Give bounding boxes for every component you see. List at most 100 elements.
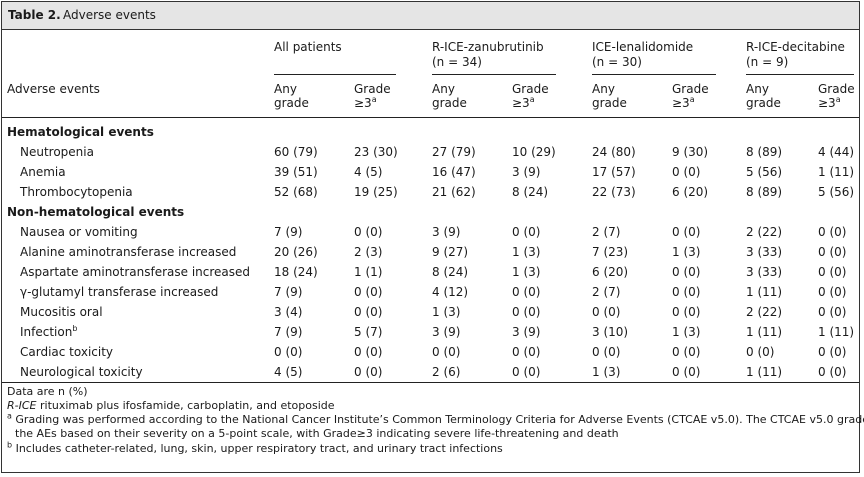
footnote-a: a Grading was performed according to the… <box>7 411 864 427</box>
table-cell: 0 (0) <box>354 225 383 239</box>
table-label: Table 2. <box>8 8 61 22</box>
event-name: Neutropenia <box>20 145 94 159</box>
grade3-footnote-mark: a <box>689 95 695 104</box>
event-name: γ-glutamyl transferase increased <box>20 285 218 299</box>
table-cell: 3 (4) <box>274 305 303 319</box>
grade3-subheader: Grade <box>818 82 855 96</box>
group-header: R-ICE-zanubrutinib <box>432 40 544 54</box>
grade3-footnote-mark: a <box>529 95 535 104</box>
footnote-b: b Includes catheter-related, lung, skin,… <box>7 441 503 456</box>
grade3-subheader-line2: ≥3a <box>512 95 535 111</box>
event-footnote-mark: b <box>72 324 78 333</box>
table-cell: 9 (30) <box>672 145 709 159</box>
table-title: Adverse events <box>63 8 156 22</box>
table-cell: 5 (56) <box>818 185 855 199</box>
table-cell: 0 (0) <box>354 365 383 379</box>
table-cell: 0 (0) <box>672 345 701 359</box>
grade3-subheader-line2: ≥3a <box>672 95 695 111</box>
table-cell: 23 (30) <box>354 145 398 159</box>
table-cell: 1 (3) <box>432 305 461 319</box>
event-name-text: Anemia <box>20 165 66 179</box>
table-cell: 3 (33) <box>746 245 783 259</box>
subheader-text: grade <box>274 96 309 110</box>
table-cell: 0 (0) <box>818 265 847 279</box>
event-name: Nausea or vomiting <box>20 225 138 239</box>
footnote-abbreviation: R-ICE rituximab plus ifosfamide, carbopl… <box>7 399 335 413</box>
event-name-text: Infection <box>20 325 73 339</box>
table-cell: 19 (25) <box>354 185 398 199</box>
group-header: R-ICE-decitabine <box>746 40 845 54</box>
group-n: (n = 9) <box>746 55 789 69</box>
any-grade-subheader-line2: grade <box>432 96 467 110</box>
table-cell: 1 (11) <box>746 325 783 339</box>
table-cell: 4 (5) <box>274 365 303 379</box>
table-cell: 1 (11) <box>818 325 855 339</box>
table-cell: 0 (0) <box>818 245 847 259</box>
grade3-subheader: Grade <box>512 82 549 96</box>
table-cell: 7 (9) <box>274 285 303 299</box>
group-header: ICE-lenalidomide <box>592 40 694 54</box>
table-cell: 0 (0) <box>672 305 701 319</box>
table-cell: 2 (22) <box>746 305 783 319</box>
table-cell: 0 (0) <box>354 345 383 359</box>
table-cell: 0 (0) <box>672 365 701 379</box>
subheader-text: ≥3 <box>672 96 690 110</box>
grade3-subheader: Grade <box>354 82 391 96</box>
table-cell: 0 (0) <box>818 365 847 379</box>
table-cell: 0 (0) <box>818 225 847 239</box>
event-name-text: Nausea or vomiting <box>20 225 138 239</box>
subheader-text: ≥3 <box>512 96 530 110</box>
subheader-text: grade <box>432 96 467 110</box>
event-name: Infectionb <box>20 324 78 340</box>
table-cell: 4 (12) <box>432 285 469 299</box>
event-name: Alanine aminotransferase increased <box>20 245 236 259</box>
table-cell: 7 (9) <box>274 225 303 239</box>
table-cell: 8 (24) <box>512 185 549 199</box>
table-cell: 21 (62) <box>432 185 476 199</box>
section-title: Non-hematological events <box>7 205 185 219</box>
table-cell: 27 (79) <box>432 145 476 159</box>
table-cell: 2 (7) <box>592 225 621 239</box>
table-cell: 0 (0) <box>512 365 541 379</box>
footnote-a-line2: the AEs based on their severity on a 5-p… <box>15 427 619 440</box>
subheader-text: grade <box>746 96 781 110</box>
table-cell: 3 (9) <box>512 325 541 339</box>
table-cell: 0 (0) <box>818 345 847 359</box>
footnote-b-text: Includes catheter-related, lung, skin, u… <box>12 442 503 455</box>
table-cell: 3 (9) <box>432 325 461 339</box>
table-cell: 5 (56) <box>746 165 783 179</box>
abbreviation-text: rituximab plus ifosfamide, carboplatin, … <box>36 399 335 412</box>
any-grade-subheader-line2: grade <box>746 96 781 110</box>
table-cell: 2 (7) <box>592 285 621 299</box>
subheader-text: grade <box>592 96 627 110</box>
event-name: Anemia <box>20 165 66 179</box>
table-cell: 0 (0) <box>592 305 621 319</box>
subheader-text: ≥3 <box>818 96 836 110</box>
table-cell: 0 (0) <box>672 165 701 179</box>
table-cell: 3 (10) <box>592 325 629 339</box>
table-cell: 0 (0) <box>818 305 847 319</box>
table-cell: 0 (0) <box>512 225 541 239</box>
event-name-text: Thrombocytopenia <box>20 185 133 199</box>
table-cell: 8 (89) <box>746 145 783 159</box>
table-cell: 0 (0) <box>672 265 701 279</box>
table-cell: 7 (23) <box>592 245 629 259</box>
table-cell: 0 (0) <box>512 285 541 299</box>
footnote-a-mark: a <box>7 411 12 421</box>
group-underline <box>592 74 716 75</box>
table-cell: 0 (0) <box>432 345 461 359</box>
table-cell: 20 (26) <box>274 245 318 259</box>
group-underline <box>432 74 556 75</box>
table-cell: 0 (0) <box>354 285 383 299</box>
table-cell: 4 (5) <box>354 165 383 179</box>
event-name-text: Aspartate aminotransferase increased <box>20 265 251 279</box>
table-cell: 60 (79) <box>274 145 318 159</box>
group-n: (n = 30) <box>592 55 642 69</box>
table-cell: 8 (89) <box>746 185 783 199</box>
table-cell: 0 (0) <box>818 285 847 299</box>
any-grade-subheader-line2: grade <box>592 96 627 110</box>
event-name: Neurological toxicity <box>20 365 143 379</box>
table-cell: 8 (24) <box>432 265 469 279</box>
table-cell: 1 (3) <box>672 245 701 259</box>
any-grade-subheader: Any <box>746 82 769 96</box>
